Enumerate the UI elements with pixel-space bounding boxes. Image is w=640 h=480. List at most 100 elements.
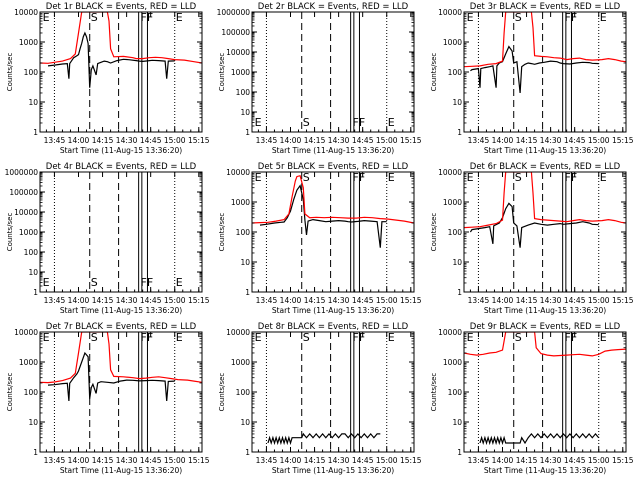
x-tick-label: 14:45 (352, 456, 374, 465)
y-tick-label: 10000 (226, 328, 250, 337)
event-label: E (176, 276, 183, 289)
y-tick-label: 1 (33, 448, 38, 457)
series-lld (464, 12, 626, 68)
y-tick-label: 100 (448, 228, 463, 237)
y-axis-label: Counts/sec (218, 213, 226, 252)
x-tick-label: 14:00 (280, 136, 302, 145)
plot-frame (251, 11, 415, 133)
event-label: E (176, 11, 183, 24)
event-label: S (515, 331, 522, 344)
x-tick-label: 14:00 (68, 296, 90, 305)
y-tick-label: 1 (245, 288, 250, 297)
y-tick-label: 1 (245, 448, 250, 457)
y-tick-label: 1000 (19, 358, 38, 367)
y-tick-label: 1 (457, 128, 462, 137)
panel-title: Det 3r BLACK = Events, RED = LLD (470, 2, 621, 12)
y-tick-label: 10000 (438, 328, 462, 337)
y-tick-label: 1 (457, 448, 462, 457)
event-label: F (147, 276, 153, 289)
x-tick-label: 14:45 (140, 456, 162, 465)
series-lld (40, 12, 202, 64)
x-tick-label: 14:00 (280, 456, 302, 465)
y-tick-label: 100 (448, 388, 463, 397)
x-tick-label: 13:45 (44, 456, 66, 465)
x-tick-label: 14:00 (492, 456, 514, 465)
event-label: F (564, 331, 570, 344)
x-tick-label: 14:15 (516, 456, 538, 465)
x-tick-label: 15:00 (376, 456, 398, 465)
event-label: E (43, 11, 50, 24)
y-axis-label: Counts/sec (430, 213, 438, 252)
y-tick-label: 100 (236, 228, 251, 237)
y-tick-label: 10 (452, 418, 462, 427)
y-tick-label: 10000 (14, 328, 38, 337)
y-tick-label: 1000000 (5, 168, 39, 177)
event-label: S (91, 276, 98, 289)
plot-frame (251, 171, 415, 293)
x-tick-label: 14:15 (304, 136, 326, 145)
event-label: E (43, 276, 50, 289)
plot-frame (251, 331, 415, 453)
y-axis-label: Counts/sec (6, 373, 14, 412)
event-label: E (176, 331, 183, 344)
x-axis-label: Start Time (11-Aug-15 13:36:20) (484, 306, 606, 315)
y-tick-label: 1000 (443, 198, 462, 207)
event-label: F (564, 171, 570, 184)
plot-frame (39, 331, 203, 453)
event-label: F (140, 276, 146, 289)
x-tick-label: 14:00 (280, 296, 302, 305)
x-tick-label: 13:45 (468, 296, 490, 305)
x-tick-label: 14:30 (116, 136, 138, 145)
event-label: F (571, 171, 577, 184)
x-tick-label: 15:15 (188, 296, 210, 305)
x-tick-label: 15:15 (400, 456, 422, 465)
x-tick-label: 15:00 (588, 136, 610, 145)
x-tick-label: 14:15 (92, 456, 114, 465)
y-tick-label: 10000 (438, 168, 462, 177)
series-events (470, 45, 599, 94)
y-tick-label: 1 (33, 288, 38, 297)
x-tick-label: 13:45 (256, 136, 278, 145)
x-tick-label: 15:00 (588, 296, 610, 305)
x-tick-label: 13:45 (468, 136, 490, 145)
x-tick-label: 14:30 (540, 136, 562, 145)
panel-title: Det 2r BLACK = Events, RED = LLD (258, 2, 409, 12)
y-axis-label: Counts/sec (430, 373, 438, 412)
y-tick-label: 1000 (231, 68, 250, 77)
y-tick-label: 10 (28, 418, 38, 427)
y-tick-label: 1000 (443, 38, 462, 47)
x-tick-label: 14:30 (116, 456, 138, 465)
event-label: E (467, 171, 474, 184)
series-events (267, 432, 381, 446)
x-axis-label: Start Time (11-Aug-15 13:36:20) (60, 466, 182, 475)
y-axis-label: Counts/sec (430, 53, 438, 92)
plot-frame (463, 11, 627, 133)
x-tick-label: 14:45 (352, 136, 374, 145)
x-tick-label: 14:15 (304, 456, 326, 465)
x-axis-label: Start Time (11-Aug-15 13:36:20) (484, 466, 606, 475)
event-label: E (388, 116, 395, 129)
x-tick-label: 13:45 (44, 296, 66, 305)
event-label: S (303, 171, 310, 184)
event-label: F (564, 11, 570, 24)
event-label: E (255, 331, 262, 344)
y-axis-label: Counts/sec (218, 373, 226, 412)
y-tick-label: 10000 (226, 48, 250, 57)
x-tick-label: 14:45 (140, 296, 162, 305)
series-lld (252, 174, 414, 224)
x-tick-label: 14:45 (564, 136, 586, 145)
event-label: E (600, 171, 607, 184)
y-tick-label: 10 (452, 258, 462, 267)
event-label: F (352, 171, 358, 184)
y-tick-label: 100 (448, 68, 463, 77)
event-label: S (515, 11, 522, 24)
event-label: E (467, 11, 474, 24)
event-label: E (255, 116, 262, 129)
y-tick-label: 1 (33, 128, 38, 137)
event-label: F (140, 331, 146, 344)
y-tick-label: 10 (240, 108, 250, 117)
event-label: F (140, 11, 146, 24)
